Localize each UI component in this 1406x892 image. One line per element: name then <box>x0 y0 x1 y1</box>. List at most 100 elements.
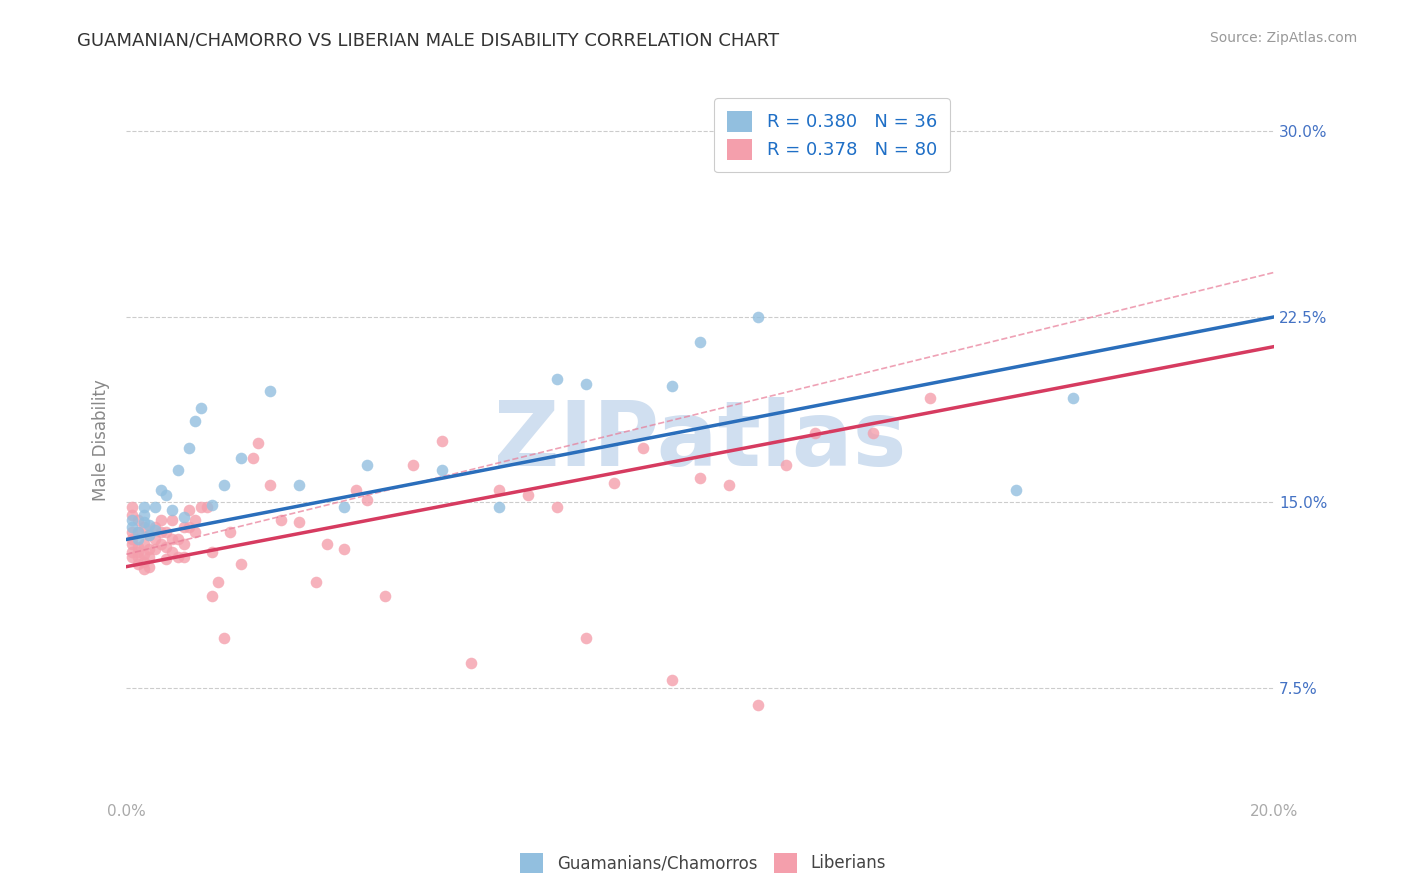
Point <box>155 488 177 502</box>
Point <box>344 483 367 497</box>
Point <box>259 478 281 492</box>
Point <box>184 414 207 428</box>
Point <box>201 545 224 559</box>
Point <box>132 537 155 551</box>
Point <box>574 632 596 646</box>
Point <box>775 458 797 473</box>
Point <box>143 533 166 547</box>
Point <box>121 537 143 551</box>
Point <box>121 520 143 534</box>
Point <box>149 537 172 551</box>
Point <box>316 537 339 551</box>
Point <box>247 436 270 450</box>
Point <box>127 549 149 564</box>
Point <box>184 513 207 527</box>
Point <box>201 590 224 604</box>
Point <box>121 500 143 515</box>
Point <box>430 434 453 448</box>
Point <box>190 500 212 515</box>
Point <box>747 698 769 713</box>
Point <box>747 310 769 324</box>
Point <box>138 527 160 541</box>
Point <box>127 524 149 539</box>
Point <box>179 441 201 455</box>
Point <box>143 542 166 557</box>
Point <box>689 470 711 484</box>
Point <box>121 508 143 522</box>
Point <box>287 478 309 492</box>
Point <box>229 450 252 465</box>
Point <box>460 656 482 670</box>
Point <box>173 549 195 564</box>
Point <box>488 500 510 515</box>
Point <box>184 524 207 539</box>
Point <box>862 426 884 441</box>
Point <box>402 458 425 473</box>
Point <box>603 475 626 490</box>
Point <box>167 533 190 547</box>
Point <box>259 384 281 398</box>
Point <box>155 524 177 539</box>
Point <box>138 549 160 564</box>
Point <box>155 540 177 554</box>
Point <box>305 574 328 589</box>
Y-axis label: Male Disability: Male Disability <box>93 380 110 501</box>
Point <box>173 537 195 551</box>
Point <box>918 392 941 406</box>
Point <box>574 376 596 391</box>
Point <box>138 527 160 541</box>
Point <box>195 500 218 515</box>
Point <box>270 513 292 527</box>
Point <box>218 524 240 539</box>
Point <box>127 545 149 559</box>
Point <box>333 500 356 515</box>
Point <box>132 508 155 522</box>
Point <box>160 533 183 547</box>
Point <box>127 540 149 554</box>
Point <box>190 401 212 416</box>
Point <box>1062 392 1084 406</box>
Point <box>138 559 160 574</box>
Point <box>121 524 143 539</box>
Point <box>155 552 177 566</box>
Point <box>1005 483 1028 497</box>
Point <box>143 523 166 537</box>
Point <box>132 500 155 515</box>
Point <box>862 112 884 126</box>
Point <box>546 500 568 515</box>
Point <box>143 520 166 534</box>
Point <box>138 542 160 557</box>
Point <box>212 478 235 492</box>
Point <box>167 463 190 477</box>
Text: ZIPatlas: ZIPatlas <box>494 397 907 484</box>
Point <box>138 517 160 532</box>
Point <box>517 488 540 502</box>
Point <box>132 515 155 529</box>
Point <box>546 372 568 386</box>
Point <box>132 562 155 576</box>
Point <box>242 450 264 465</box>
Text: GUAMANIAN/CHAMORRO VS LIBERIAN MALE DISABILITY CORRELATION CHART: GUAMANIAN/CHAMORRO VS LIBERIAN MALE DISA… <box>77 31 779 49</box>
Point <box>132 520 155 534</box>
Point <box>374 590 396 604</box>
Point <box>160 513 183 527</box>
Point <box>127 524 149 539</box>
Point <box>689 334 711 349</box>
Point <box>149 513 172 527</box>
Point <box>804 426 827 441</box>
Point <box>430 463 453 477</box>
Point <box>127 513 149 527</box>
Point <box>356 492 378 507</box>
Point <box>143 500 166 515</box>
Point <box>179 520 201 534</box>
Point <box>173 510 195 524</box>
Text: Source: ZipAtlas.com: Source: ZipAtlas.com <box>1209 31 1357 45</box>
Point <box>121 549 143 564</box>
Point <box>201 498 224 512</box>
Point <box>356 458 378 473</box>
Point <box>121 513 143 527</box>
Point <box>121 545 143 559</box>
Point <box>488 483 510 497</box>
Point <box>229 558 252 572</box>
Point <box>149 483 172 497</box>
